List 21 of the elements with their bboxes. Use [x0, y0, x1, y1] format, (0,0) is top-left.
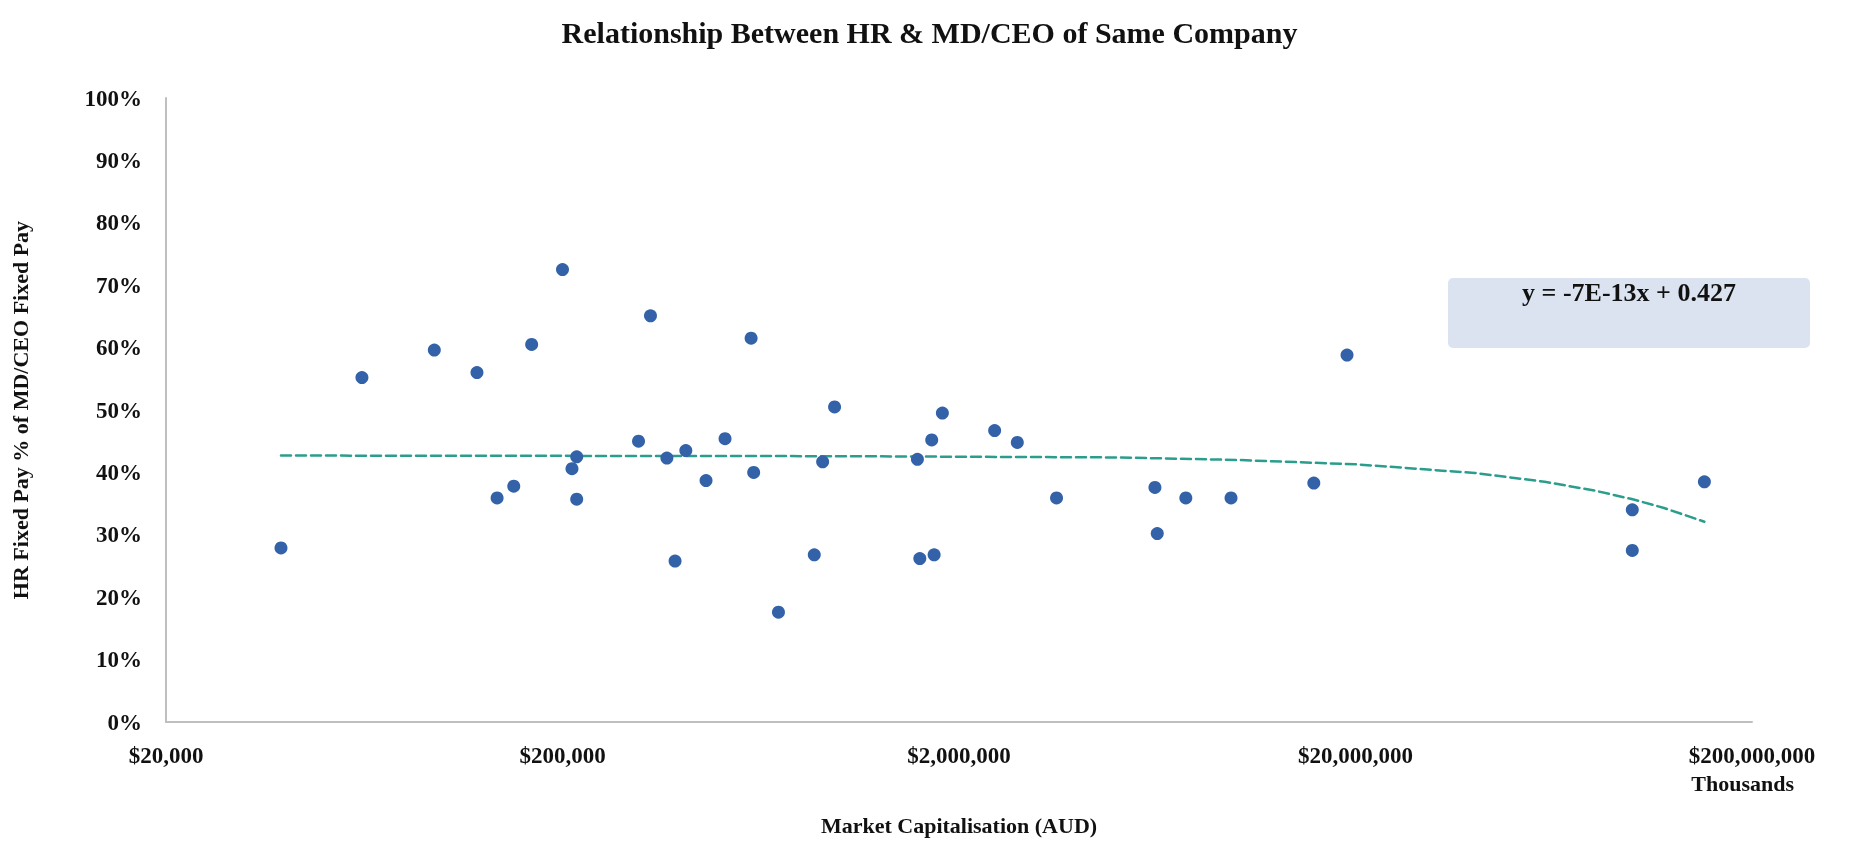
x-tick-label: $20,000,000	[1298, 743, 1413, 768]
y-tick-label: 10%	[96, 647, 142, 673]
x-tick-label: $200,000,000	[1688, 743, 1816, 768]
y-tick-label: 80%	[96, 210, 142, 236]
y-tick-label: 70%	[96, 272, 142, 298]
x-axis-title: Market Capitalisation (AUD)	[820, 812, 1098, 838]
y-tick-label: 100%	[84, 85, 142, 111]
y-tick-label: 20%	[96, 584, 142, 610]
equation-box: y = -7E-13x + 0.427	[1448, 278, 1810, 348]
chart-title: Relationship Between HR & MD/CEO of Same Company	[561, 15, 1298, 49]
text: Thousands	[1691, 770, 1795, 796]
y-tick-label: 90%	[96, 147, 142, 173]
y-tick-label: 0%	[107, 709, 142, 735]
y-tick-label: 40%	[96, 459, 142, 485]
x-tick-label: $200,000	[519, 743, 606, 768]
y-axis-title: HR Fixed Pay % of MD/CEO Fixed Pay	[7, 220, 33, 600]
y-tick-label: 50%	[96, 397, 142, 423]
x-tick-label: $2,000,000	[907, 743, 1011, 768]
x-tick-label: $20,000	[128, 743, 204, 768]
y-tick-label: 30%	[96, 522, 142, 548]
y-tick-label: 60%	[96, 335, 142, 361]
